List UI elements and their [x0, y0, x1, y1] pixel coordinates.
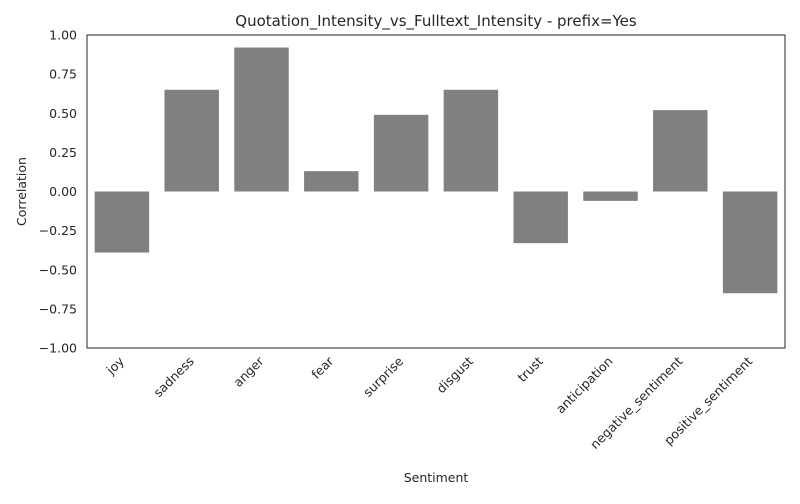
bar-disgust: [443, 89, 499, 192]
x-tick-label: sadness: [150, 354, 196, 400]
bar-joy: [94, 191, 150, 253]
x-tick-label: surprise: [360, 353, 406, 399]
x-tick-label: anticipation: [553, 354, 616, 417]
y-tick-label: 0.00: [49, 184, 77, 199]
y-tick-label: −0.75: [39, 301, 77, 316]
y-tick-label: −0.25: [39, 223, 77, 238]
plot-frame: [86, 34, 786, 349]
x-axis-label: Sentiment: [404, 470, 469, 485]
y-tick-label: 1.00: [49, 28, 77, 43]
x-tick-label: disgust: [433, 353, 476, 396]
bar-anger: [234, 47, 289, 192]
chart-title: Quotation_Intensity_vs_Fulltext_Intensit…: [235, 12, 637, 31]
y-tick-label: 0.25: [49, 145, 77, 160]
bar-negative-sentiment: [653, 110, 708, 192]
x-ticks-group: joy sadness anger fear surprise disgust trust a…: [103, 353, 756, 452]
bar-fear: [304, 171, 359, 192]
bars-group: [94, 47, 778, 294]
bar-trust: [513, 191, 568, 244]
bar-positive-sentiment: [722, 191, 778, 294]
x-tick-label: fear: [308, 353, 337, 382]
y-tick-label: 0.50: [49, 106, 77, 121]
x-tick-label: joy: [103, 353, 128, 378]
x-tick-label: anger: [230, 353, 267, 390]
y-tick-label: −0.50: [39, 262, 77, 277]
x-tick-label: trust: [514, 353, 545, 384]
y-tick-label: 0.75: [49, 67, 77, 82]
bar-anticipation: [583, 191, 638, 201]
bar-surprise: [373, 114, 429, 192]
y-ticks-group: −1.00 −0.75 −0.50 −0.25 0.00 0.25 0.50 0.75 1.00: [39, 28, 77, 356]
y-axis-label: Correlation: [14, 157, 29, 226]
y-tick-label: −1.00: [39, 341, 77, 356]
bar-sadness: [164, 89, 219, 192]
